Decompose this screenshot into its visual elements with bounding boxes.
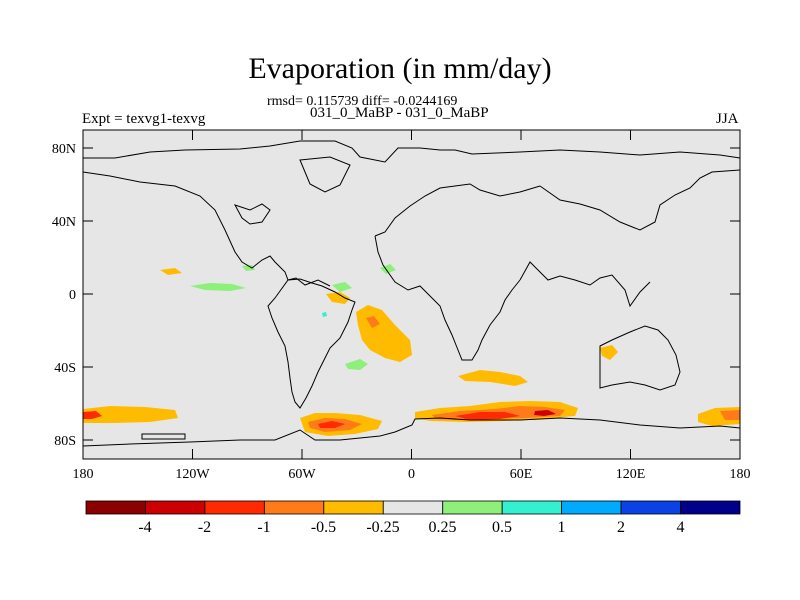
colorbar-swatch <box>382 500 444 515</box>
colorbar-swatch <box>323 500 384 515</box>
colorbar-label: -0.25 <box>366 519 399 536</box>
coastline-antarctica-island <box>141 433 186 440</box>
coastline-south-america <box>267 278 356 409</box>
colorbar-swatch <box>263 500 325 515</box>
colorbar-label: 0.5 <box>492 519 512 536</box>
lon-tick-label: 180 <box>73 467 94 482</box>
lon-tick-label: 120W <box>175 467 210 482</box>
colorbar-swatch <box>145 500 206 515</box>
anomaly-patch-australia-west <box>600 345 618 360</box>
colorbar <box>85 500 741 515</box>
lon-tick-label: 0 <box>408 467 415 482</box>
lat-axis <box>83 147 740 441</box>
experiment-label: Expt = texvg1-texvg <box>82 111 206 127</box>
lat-tick-label: 40S <box>54 361 76 376</box>
lon-tick-label: 60W <box>288 467 316 482</box>
anomaly-patch-south-pacific-mid <box>458 370 528 386</box>
lon-tick-label: 120E <box>616 467 646 482</box>
coastline-europe-africa <box>374 183 541 361</box>
coastline-greenland <box>299 156 351 193</box>
anomaly-patch-brazil-coast <box>326 292 350 304</box>
lat-tick-label: 40N <box>52 215 76 230</box>
colorbar-label: 2 <box>617 519 625 536</box>
anomaly-patch-west-edge <box>83 406 178 423</box>
anomaly-patch-west-edge-core <box>83 411 102 419</box>
colorbar-label: -0.5 <box>311 519 336 536</box>
coastline-asia <box>519 169 741 308</box>
colorbar-label: -2 <box>198 519 211 536</box>
anomaly-patch-east-edge-core <box>720 410 740 420</box>
anomaly-patch-south-indian-peak2 <box>534 410 556 416</box>
coastlines <box>82 140 741 447</box>
anomaly-patch-green-mexico <box>242 265 255 271</box>
lat-tick-labels: 80N 40N 0 40S 80S <box>52 142 76 449</box>
lon-tick-label: 180 <box>730 467 751 482</box>
map-background <box>83 130 740 459</box>
anomaly-patch-south-atlantic-peak <box>318 421 345 428</box>
lon-tick-labels: 180 120W 60W 0 60E 120E 180 <box>73 467 751 482</box>
anomaly-patch-green-south-atlantic <box>345 359 368 370</box>
colorbar-labels: -4 -2 -1 -0.5 -0.25 0.25 0.5 1 2 4 <box>138 519 684 536</box>
anomaly-patches <box>83 264 740 436</box>
colorbar-label: 1 <box>558 519 566 536</box>
colorbar-swatch <box>442 500 503 515</box>
colorbar-label: 4 <box>677 519 685 536</box>
lat-tick-label: 80N <box>52 142 76 157</box>
rmsd-diff-stats: rmsd= 0.115739 diff= -0.0244169 <box>267 94 458 109</box>
anomaly-patch-tropical-atlantic-core <box>366 316 380 328</box>
colorbar-label: -4 <box>138 519 151 536</box>
plot-subtitle: 031_0_MaBP - 031_0_MaBP <box>310 105 489 121</box>
anomaly-patch-green-caribbean <box>332 282 352 292</box>
anomaly-patch-green-pacific <box>190 283 246 291</box>
lat-tick-label: 0 <box>69 288 76 303</box>
coastline-north-america <box>82 171 331 287</box>
colorbar-swatch <box>85 500 146 515</box>
colorbar-swatch <box>680 500 741 515</box>
colorbar-swatch <box>204 500 265 515</box>
colorbar-swatch <box>620 500 681 515</box>
lat-tick-label: 80S <box>54 434 76 449</box>
colorbar-swatch <box>501 500 563 515</box>
lon-axis <box>82 130 741 459</box>
plot-title: Evaporation (in mm/day) <box>248 52 552 85</box>
coastline-arctic-north <box>83 140 741 163</box>
anomaly-patch-green-brazil <box>322 312 327 317</box>
anomaly-patch-north-pacific <box>160 268 182 275</box>
coastline-antarctica <box>82 417 741 447</box>
coastline-hudson <box>233 203 271 225</box>
coastline-australia <box>599 325 681 391</box>
colorbar-label: -1 <box>257 519 270 536</box>
colorbar-label: 0.25 <box>429 519 457 536</box>
colorbar-swatch <box>561 500 622 515</box>
lon-tick-label: 60E <box>510 467 533 482</box>
anomaly-patch-south-indian-peak <box>455 412 520 420</box>
season-label: JJA <box>716 111 739 127</box>
